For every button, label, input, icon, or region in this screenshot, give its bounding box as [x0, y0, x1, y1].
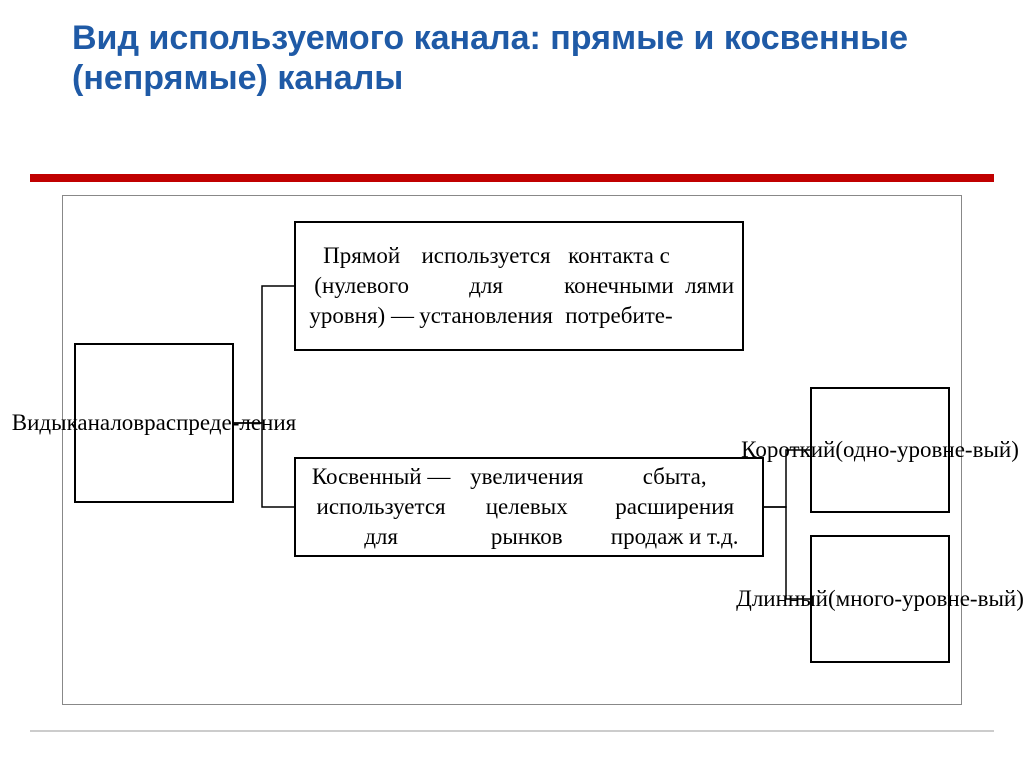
node-direct: Прямой (нулевого уровня) —используется д… — [294, 221, 744, 351]
accent-divider — [30, 174, 994, 182]
slide-title: Вид используемого канала: прямые и косве… — [72, 18, 952, 98]
channel-types-diagram: Видыканаловраспреде-ления Прямой (нулевог… — [62, 195, 962, 705]
edge-root-direct — [234, 286, 294, 423]
node-root: Видыканаловраспреде-ления — [74, 343, 234, 503]
bottom-divider — [30, 730, 994, 732]
node-indirect: Косвенный — используется дляувеличения ц… — [294, 457, 764, 557]
node-long: Длинный(много-уровне-вый) — [810, 535, 950, 663]
node-short: Короткий(одно-уровне-вый) — [810, 387, 950, 513]
slide: Вид используемого канала: прямые и косве… — [0, 0, 1024, 768]
